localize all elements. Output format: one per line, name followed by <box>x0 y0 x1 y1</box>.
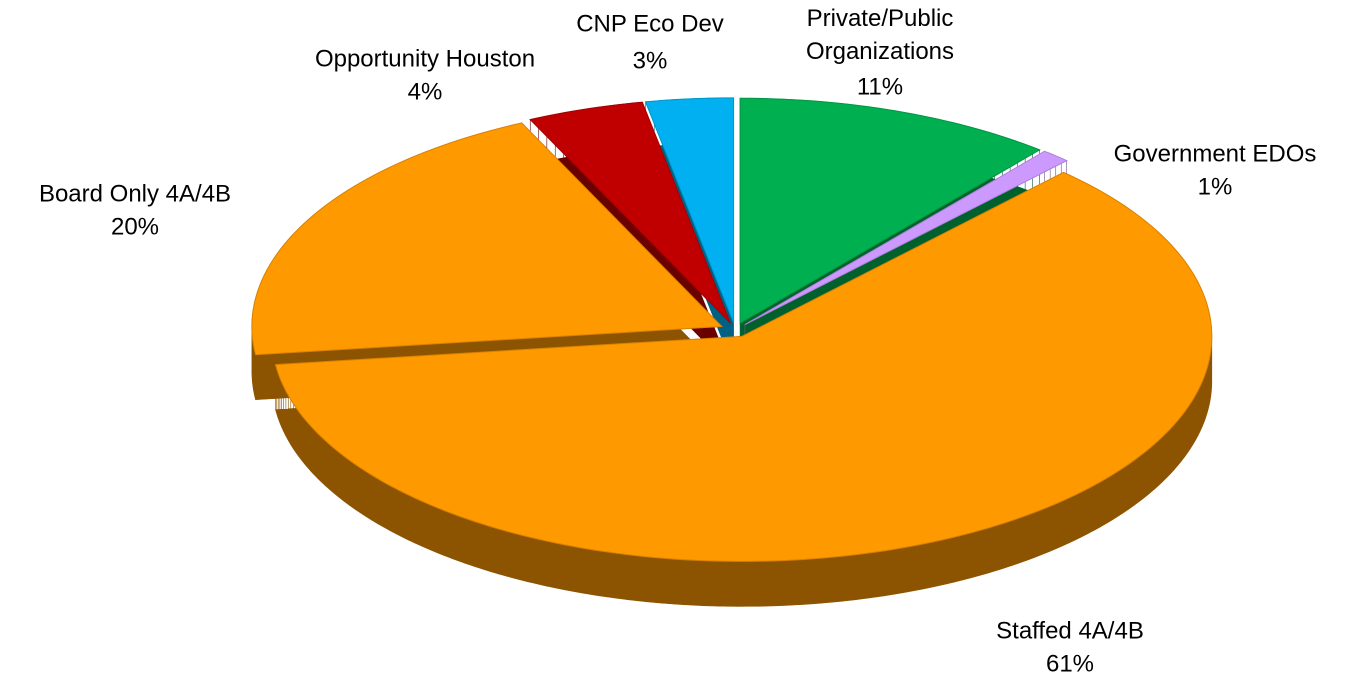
slice <box>744 150 1068 326</box>
slice-label: Private/Public Organizations <box>806 5 954 65</box>
slice-value-label: 1% <box>1198 173 1233 200</box>
slice-label: Board Only 4A/4B <box>39 180 231 207</box>
slice <box>529 101 731 324</box>
slice <box>644 97 735 324</box>
slice-value-label: 11% <box>857 73 903 100</box>
slice-value-label: 20% <box>111 213 159 240</box>
slice-label: Opportunity Houston <box>315 45 535 72</box>
slice-label: Staffed 4A/4B <box>996 617 1144 644</box>
slice <box>251 122 723 356</box>
slice <box>739 97 1041 325</box>
slice-value-label: 3% <box>633 47 668 74</box>
slice-value-label: 4% <box>408 78 443 105</box>
slice-label: Government EDOs <box>1114 140 1317 167</box>
slice <box>274 171 1213 562</box>
slice-value-label: 61% <box>1046 650 1094 674</box>
slice-label: CNP Eco Dev <box>576 10 724 37</box>
